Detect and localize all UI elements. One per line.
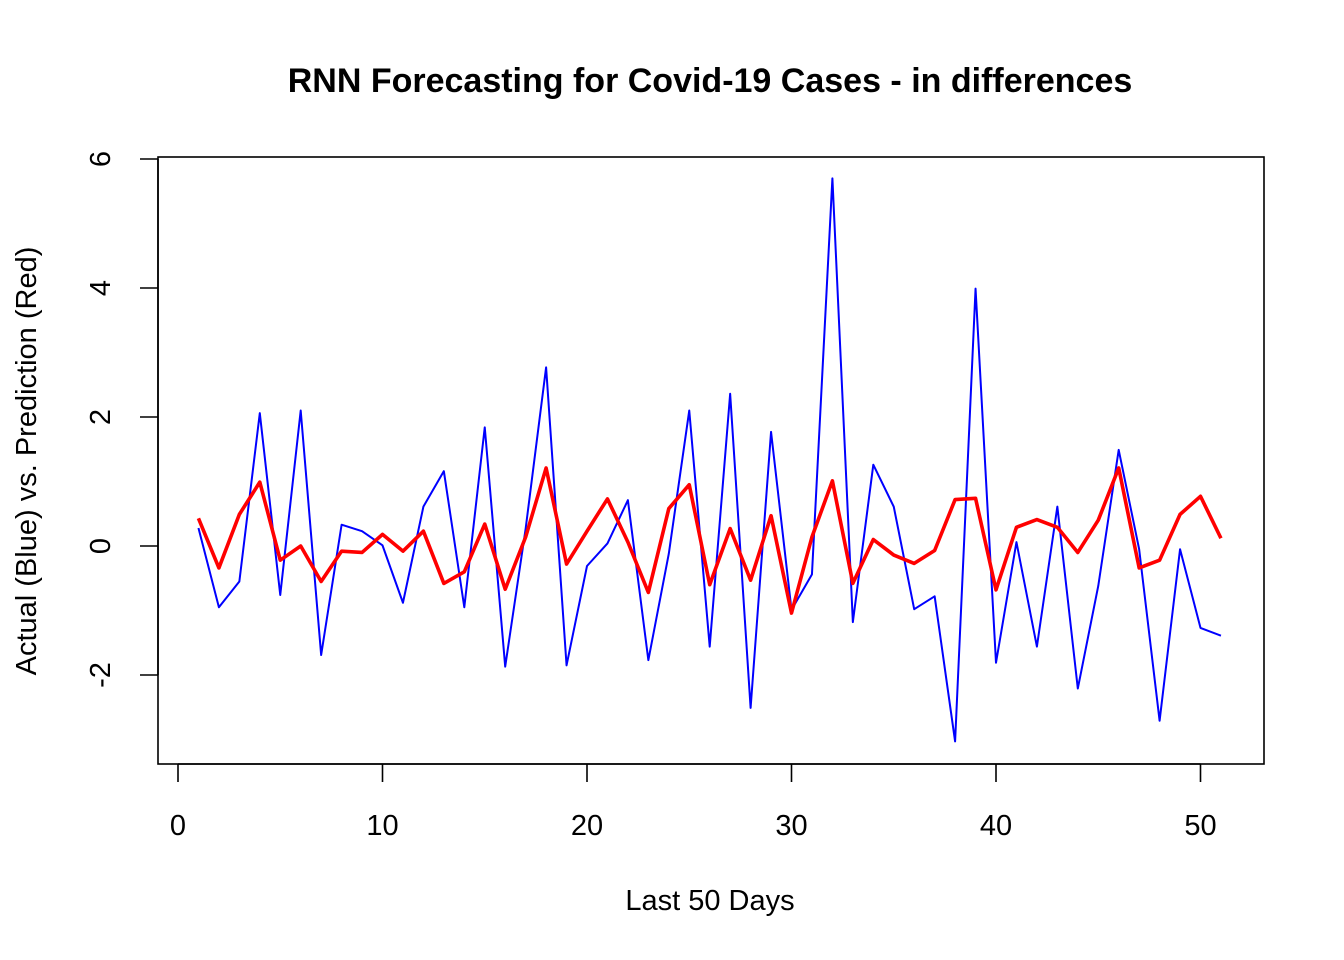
y-axis-label: Actual (Blue) vs. Prediction (Red) <box>11 247 43 676</box>
series-line-prediction <box>196 466 1223 615</box>
x-tick-label: 40 <box>980 810 1012 842</box>
chart-title: RNN Forecasting for Covid-19 Cases - in … <box>288 62 1133 100</box>
x-tick-label: 30 <box>775 810 807 842</box>
x-axis-label: Last 50 Days <box>625 885 794 917</box>
x-axis: 0 10 20 30 40 50 <box>170 763 1217 842</box>
y-axis: -2 0 2 4 6 <box>85 151 159 688</box>
series-prediction <box>196 466 1223 615</box>
x-tick-label: 10 <box>366 810 398 842</box>
plot-frame <box>157 156 1265 765</box>
y-tick-label: -2 <box>85 662 117 688</box>
x-tick-label: 20 <box>571 810 603 842</box>
x-tick-label: 0 <box>170 810 186 842</box>
y-tick-label: 0 <box>85 538 117 554</box>
series-line-actual <box>197 177 1222 743</box>
x-tick-label: 50 <box>1184 810 1216 842</box>
y-tick-label: 2 <box>85 409 117 425</box>
y-tick-label: 6 <box>85 151 117 167</box>
series-actual <box>197 177 1222 743</box>
series-layer <box>196 177 1223 743</box>
y-tick-label: 4 <box>85 280 117 296</box>
